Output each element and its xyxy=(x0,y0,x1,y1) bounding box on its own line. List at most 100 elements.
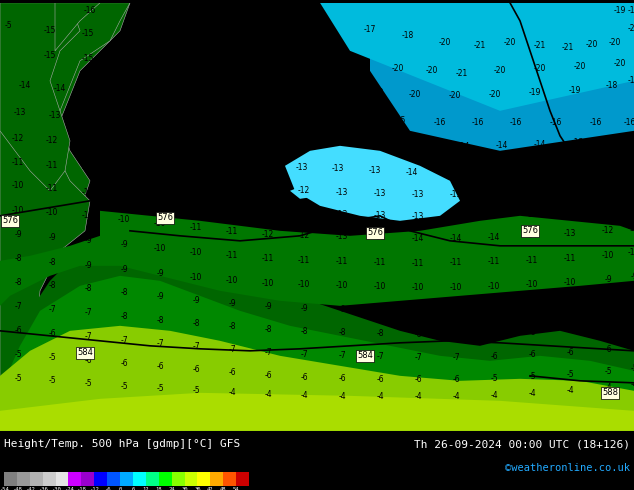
Polygon shape xyxy=(320,3,634,111)
Text: -6: -6 xyxy=(104,487,110,490)
Text: -10: -10 xyxy=(12,206,24,215)
Text: -6: -6 xyxy=(120,359,128,368)
Text: -21: -21 xyxy=(456,69,468,78)
Text: -4: -4 xyxy=(338,392,346,401)
Text: -16: -16 xyxy=(434,118,446,127)
Text: -9: -9 xyxy=(604,275,612,284)
Text: -8: -8 xyxy=(48,258,56,268)
Text: 30: 30 xyxy=(181,487,188,490)
Text: -8: -8 xyxy=(264,325,272,334)
Text: 584: 584 xyxy=(357,351,373,360)
Text: -15: -15 xyxy=(129,91,141,100)
Text: -11: -11 xyxy=(298,256,310,265)
Text: -20: -20 xyxy=(586,40,598,49)
Polygon shape xyxy=(0,3,130,421)
Text: -16: -16 xyxy=(624,118,634,127)
Text: -12: -12 xyxy=(298,209,310,219)
Text: -20: -20 xyxy=(449,91,461,100)
Text: -14: -14 xyxy=(158,124,171,133)
Text: -15: -15 xyxy=(82,54,94,63)
Text: -8: -8 xyxy=(301,327,307,336)
Text: -13: -13 xyxy=(14,108,26,117)
Text: 18: 18 xyxy=(155,487,162,490)
Text: -8: -8 xyxy=(604,299,612,308)
Text: -14: -14 xyxy=(496,141,508,150)
Text: -16: -16 xyxy=(162,38,174,48)
Text: -4: -4 xyxy=(264,391,272,399)
Text: -10: -10 xyxy=(298,280,310,289)
Text: -6: -6 xyxy=(300,373,308,382)
Text: -11: -11 xyxy=(336,257,348,267)
Text: -16: -16 xyxy=(169,14,181,24)
Text: -20: -20 xyxy=(614,59,626,68)
Text: -9: -9 xyxy=(48,233,56,243)
Bar xyxy=(107,472,120,487)
Text: -19: -19 xyxy=(569,86,581,96)
Text: -11: -11 xyxy=(190,223,202,232)
Text: 6: 6 xyxy=(131,487,134,490)
Text: 576: 576 xyxy=(522,226,538,235)
Text: -11: -11 xyxy=(226,251,238,260)
Text: -13: -13 xyxy=(374,189,386,198)
Bar xyxy=(4,472,17,487)
Text: -11: -11 xyxy=(412,259,424,269)
Bar xyxy=(120,472,133,487)
Text: -12: -12 xyxy=(596,161,608,171)
Text: 12: 12 xyxy=(143,487,149,490)
Text: -10: -10 xyxy=(226,276,238,285)
Text: -4: -4 xyxy=(228,388,236,397)
Text: -9: -9 xyxy=(528,304,536,313)
Polygon shape xyxy=(0,326,634,431)
Text: -9: -9 xyxy=(338,305,346,314)
Text: -11: -11 xyxy=(118,169,130,177)
Text: -15: -15 xyxy=(122,58,134,67)
Text: 0: 0 xyxy=(119,487,122,490)
Text: -11: -11 xyxy=(374,258,386,268)
Text: -11: -11 xyxy=(82,164,94,173)
Text: -12: -12 xyxy=(262,208,274,218)
Text: -15: -15 xyxy=(274,108,286,117)
Text: -13: -13 xyxy=(336,210,348,220)
Text: -4: -4 xyxy=(566,386,574,395)
Text: -10: -10 xyxy=(526,280,538,289)
Text: -14: -14 xyxy=(450,234,462,244)
Bar xyxy=(30,472,42,487)
Text: -12: -12 xyxy=(526,188,538,197)
Polygon shape xyxy=(285,146,460,221)
Text: -17: -17 xyxy=(364,25,376,34)
Polygon shape xyxy=(55,3,100,51)
Text: -5: -5 xyxy=(14,374,22,383)
Text: -10: -10 xyxy=(450,283,462,293)
Text: -14: -14 xyxy=(412,234,424,244)
Text: -11: -11 xyxy=(628,181,634,190)
Text: -9: -9 xyxy=(376,306,384,316)
Polygon shape xyxy=(0,211,634,306)
Text: -17: -17 xyxy=(209,18,221,27)
Polygon shape xyxy=(290,183,330,199)
Text: -6: -6 xyxy=(84,356,92,366)
Text: -8: -8 xyxy=(414,330,422,339)
Text: -8: -8 xyxy=(339,328,346,337)
Text: -13: -13 xyxy=(49,111,61,121)
Bar xyxy=(210,472,223,487)
Text: -21: -21 xyxy=(474,41,486,50)
Text: -13: -13 xyxy=(336,232,348,242)
Text: -13: -13 xyxy=(369,166,381,175)
Text: -16: -16 xyxy=(550,118,562,127)
Text: -9: -9 xyxy=(156,270,164,278)
Text: -6: -6 xyxy=(338,374,346,383)
Text: -5: -5 xyxy=(84,379,92,388)
Text: -15: -15 xyxy=(194,129,206,138)
Text: -4: -4 xyxy=(414,392,422,401)
Text: -7: -7 xyxy=(156,339,164,348)
Text: -15: -15 xyxy=(82,29,94,38)
Polygon shape xyxy=(0,393,634,431)
Text: -11: -11 xyxy=(82,188,94,197)
Text: -12: -12 xyxy=(602,206,614,215)
Text: -17: -17 xyxy=(239,49,251,58)
Text: -11: -11 xyxy=(154,173,166,182)
Text: -4: -4 xyxy=(630,380,634,390)
Text: -13: -13 xyxy=(482,169,494,177)
Text: -6: -6 xyxy=(376,375,384,384)
Text: -12: -12 xyxy=(262,230,274,239)
